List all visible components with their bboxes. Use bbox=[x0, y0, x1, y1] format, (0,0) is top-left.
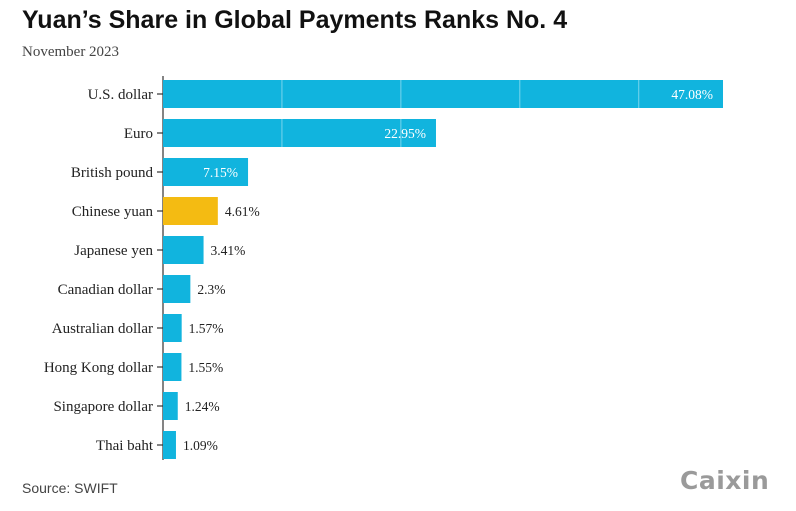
bar bbox=[163, 392, 178, 420]
source-note: Source: SWIFT bbox=[22, 480, 118, 496]
bar bbox=[163, 353, 182, 381]
category-label: Chinese yuan bbox=[72, 204, 154, 220]
category-label: U.S. dollar bbox=[88, 87, 153, 103]
bar bbox=[163, 80, 723, 108]
bar bbox=[163, 314, 182, 342]
bar bbox=[163, 236, 204, 264]
bar bbox=[163, 275, 191, 303]
category-label: Japanese yen bbox=[74, 243, 153, 259]
category-label: Australian dollar bbox=[52, 321, 153, 337]
value-label: 1.57% bbox=[189, 321, 224, 336]
value-label: 3.41% bbox=[211, 243, 246, 258]
category-label: Singapore dollar bbox=[53, 399, 153, 415]
category-label: Thai baht bbox=[96, 438, 154, 454]
caixin-logo: Caixin bbox=[680, 466, 770, 495]
bar bbox=[163, 431, 176, 459]
category-label: Hong Kong dollar bbox=[44, 360, 153, 376]
value-label: 2.3% bbox=[197, 282, 225, 297]
category-label: British pound bbox=[71, 165, 154, 181]
value-label: 47.08% bbox=[671, 87, 713, 102]
value-label: 1.24% bbox=[185, 399, 220, 414]
bar bbox=[163, 158, 249, 186]
chart-subtitle: November 2023 bbox=[22, 44, 120, 60]
value-label: 7.15% bbox=[203, 165, 238, 180]
chart-title: Yuan’s Share in Global Payments Ranks No… bbox=[22, 6, 568, 34]
bar bbox=[163, 197, 218, 225]
bar bbox=[163, 119, 436, 147]
value-label: 1.55% bbox=[188, 360, 223, 375]
value-label: 22.95% bbox=[384, 126, 426, 141]
value-label: 4.61% bbox=[225, 204, 260, 219]
category-label: Euro bbox=[124, 126, 153, 142]
category-label: Canadian dollar bbox=[58, 282, 153, 298]
value-label: 1.09% bbox=[183, 438, 218, 453]
